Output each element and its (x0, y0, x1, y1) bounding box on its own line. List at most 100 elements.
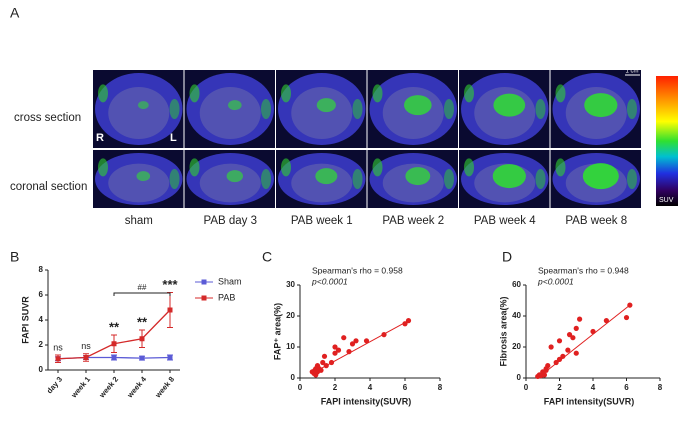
x-tick-label: 2 (557, 383, 562, 392)
scale-bar-label: 1 cm (625, 69, 638, 75)
y-tick-label: 0 (517, 373, 522, 382)
uptake (281, 158, 291, 177)
uptake (189, 158, 200, 177)
orientation: L (170, 132, 177, 144)
y-tick-label: 20 (512, 342, 521, 351)
point (139, 336, 145, 342)
legend-marker (201, 295, 207, 301)
point (548, 344, 554, 350)
y-tick-label: 20 (286, 311, 295, 320)
x-tick-label: 2 (333, 383, 338, 392)
point (83, 355, 89, 360)
x-tick-label: day 3 (45, 375, 64, 395)
tissue-inner (108, 87, 170, 139)
panel-label: A (10, 5, 20, 21)
legend-label: Sham (218, 276, 242, 286)
point (543, 366, 549, 372)
uptake (535, 99, 546, 119)
annotation: *** (162, 277, 178, 292)
uptake (464, 84, 474, 103)
point (341, 335, 347, 341)
y-tick-label: 4 (39, 315, 44, 324)
uptake (493, 93, 526, 117)
x-tick-label: 6 (403, 383, 408, 392)
column-label: PAB week 4 (474, 215, 536, 227)
x-tick-label: 4 (591, 383, 596, 392)
uptake (352, 99, 363, 119)
column-label: PAB week 8 (565, 215, 627, 227)
point (560, 353, 566, 359)
point (328, 359, 335, 366)
uptake (261, 169, 271, 189)
point (321, 353, 328, 359)
x-tick-label: 0 (298, 383, 303, 392)
uptake (555, 158, 566, 177)
legend-marker (201, 279, 207, 285)
tissue-inner (108, 163, 170, 203)
y-tick-label: 60 (512, 280, 521, 289)
y-axis-label: FAP⁺ area(%) (272, 303, 282, 360)
uptake (627, 99, 637, 119)
point (363, 338, 370, 344)
point (623, 314, 630, 321)
point (139, 355, 145, 361)
point (402, 321, 408, 327)
legend-label: PAB (218, 292, 235, 302)
uptake (228, 100, 242, 111)
x-tick-label: 8 (438, 383, 443, 392)
point (556, 338, 563, 344)
y-axis-label: FAPI SUVR (20, 296, 30, 344)
point (353, 338, 359, 344)
uptake (582, 163, 619, 190)
bracket (113, 292, 171, 296)
column-label: PAB day 3 (204, 215, 258, 227)
point (167, 307, 173, 313)
point (335, 347, 342, 353)
column-label: sham (125, 215, 153, 227)
point (577, 316, 583, 322)
panel-label: C (262, 249, 272, 265)
y-tick-label: 2 (39, 340, 44, 349)
point (349, 341, 356, 347)
point (405, 318, 412, 324)
annotation: ns (53, 342, 63, 352)
x-tick-label: 0 (524, 383, 529, 392)
point (553, 359, 559, 366)
uptake (226, 170, 244, 183)
uptake (627, 169, 637, 189)
uptake (372, 158, 383, 177)
point (565, 347, 571, 353)
y-tick-label: 10 (286, 342, 295, 351)
annotation: Spearman's rho = 0.948 (538, 265, 629, 275)
point (323, 363, 329, 369)
annotation: ns (81, 341, 91, 351)
uptake (404, 95, 432, 116)
point (332, 350, 338, 356)
uptake (535, 169, 546, 189)
point (627, 302, 633, 308)
uptake (261, 99, 271, 119)
y-tick-label: 0 (39, 365, 44, 374)
p-value: p<0.0001 (311, 276, 348, 286)
x-tick-label: week 4 (125, 374, 149, 400)
point (167, 355, 173, 360)
annotation: ** (109, 319, 120, 334)
annotation: Spearman's rho = 0.958 (312, 265, 403, 275)
point (603, 318, 610, 324)
point (541, 372, 548, 378)
uptake (137, 101, 149, 110)
tissue-inner (291, 87, 353, 139)
tissue-inner (199, 87, 261, 139)
y-tick-label: 30 (286, 280, 295, 289)
point (573, 325, 579, 331)
y-tick-label: 0 (291, 373, 296, 382)
point (566, 332, 573, 338)
panel-a: A cross section coronal section SUV sham… (10, 5, 678, 227)
p-value: p<0.0001 (537, 276, 574, 286)
point (381, 332, 387, 338)
x-tick-label: 4 (368, 383, 373, 392)
point (590, 328, 596, 335)
uptake (281, 84, 291, 103)
uptake (492, 164, 526, 189)
